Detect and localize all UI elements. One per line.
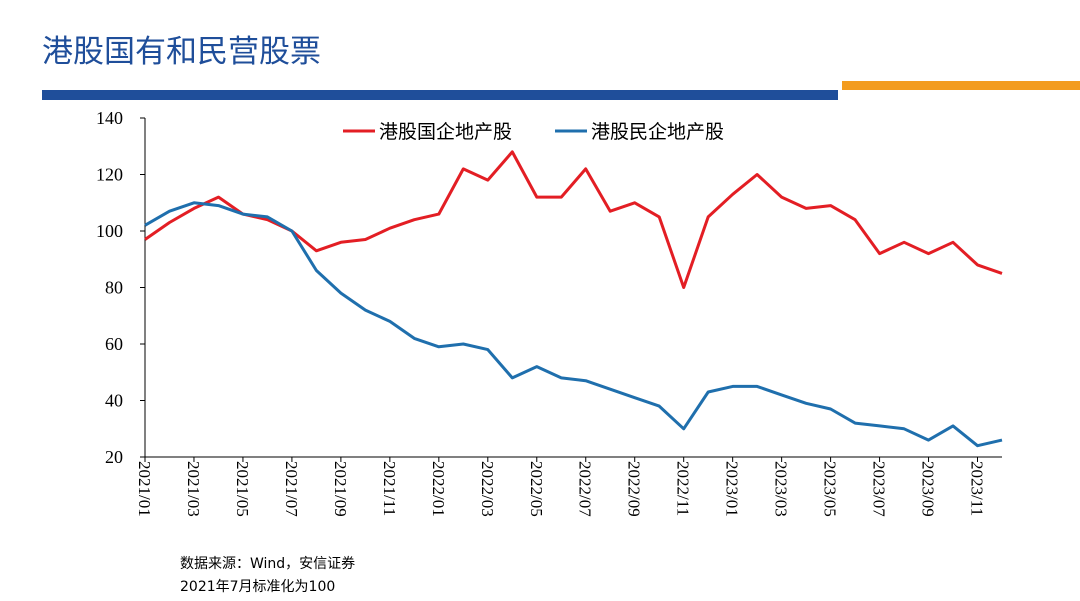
x-tick-label: 2021/01 <box>135 461 154 517</box>
normalization-note: 2021年7月标准化为100 <box>180 579 335 595</box>
series-line <box>144 201 1003 448</box>
x-tick-label: 2021/11 <box>380 461 399 516</box>
x-tick-label: 2023/07 <box>870 461 889 517</box>
x-tick-label: 2023/11 <box>968 461 987 516</box>
y-tick-label: 80 <box>105 278 123 298</box>
header-bar <box>42 90 838 100</box>
x-tick-label: 2023/03 <box>772 461 791 517</box>
source-note: 数据来源：Wind，安信证券 <box>180 556 355 572</box>
x-tick-label: 2021/09 <box>331 461 350 517</box>
x-tick-label: 2022/11 <box>674 461 693 516</box>
slide-title: 港股国有和民营股票 <box>42 34 321 70</box>
legend-label: 港股民企地产股 <box>591 121 724 143</box>
x-tick-label: 2022/07 <box>576 461 595 517</box>
x-tick-label: 2021/07 <box>282 461 301 517</box>
y-tick-label: 60 <box>105 334 123 354</box>
x-tick-label: 2021/05 <box>233 461 252 517</box>
y-tick-label: 20 <box>105 447 123 467</box>
x-tick-label: 2023/05 <box>821 461 840 517</box>
x-tick-label: 2022/05 <box>527 461 546 517</box>
y-tick-label: 120 <box>96 165 123 185</box>
header-accent <box>842 81 1080 90</box>
y-tick-label: 140 <box>96 108 123 128</box>
x-tick-label: 2023/09 <box>919 461 938 517</box>
x-tick-label: 2022/01 <box>429 461 448 517</box>
legend-label: 港股国企地产股 <box>379 121 512 143</box>
y-tick-label: 40 <box>105 391 123 411</box>
x-tick-label: 2022/09 <box>625 461 644 517</box>
plot: 20 40 60 80 100 120 140 2021/01 2021/03 2021/05 20… <box>96 108 1003 517</box>
y-tick-label: 100 <box>96 221 123 241</box>
x-tick-label: 2022/03 <box>478 461 497 517</box>
x-tick-label: 2023/01 <box>723 461 742 517</box>
x-tick-label: 2021/03 <box>184 461 203 517</box>
